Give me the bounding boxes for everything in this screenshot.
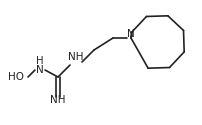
- Text: HO: HO: [8, 72, 24, 82]
- Text: N: N: [36, 65, 44, 75]
- Text: NH: NH: [68, 52, 83, 62]
- Text: H: H: [36, 56, 44, 66]
- Text: N: N: [126, 29, 134, 39]
- Text: NH: NH: [50, 95, 65, 105]
